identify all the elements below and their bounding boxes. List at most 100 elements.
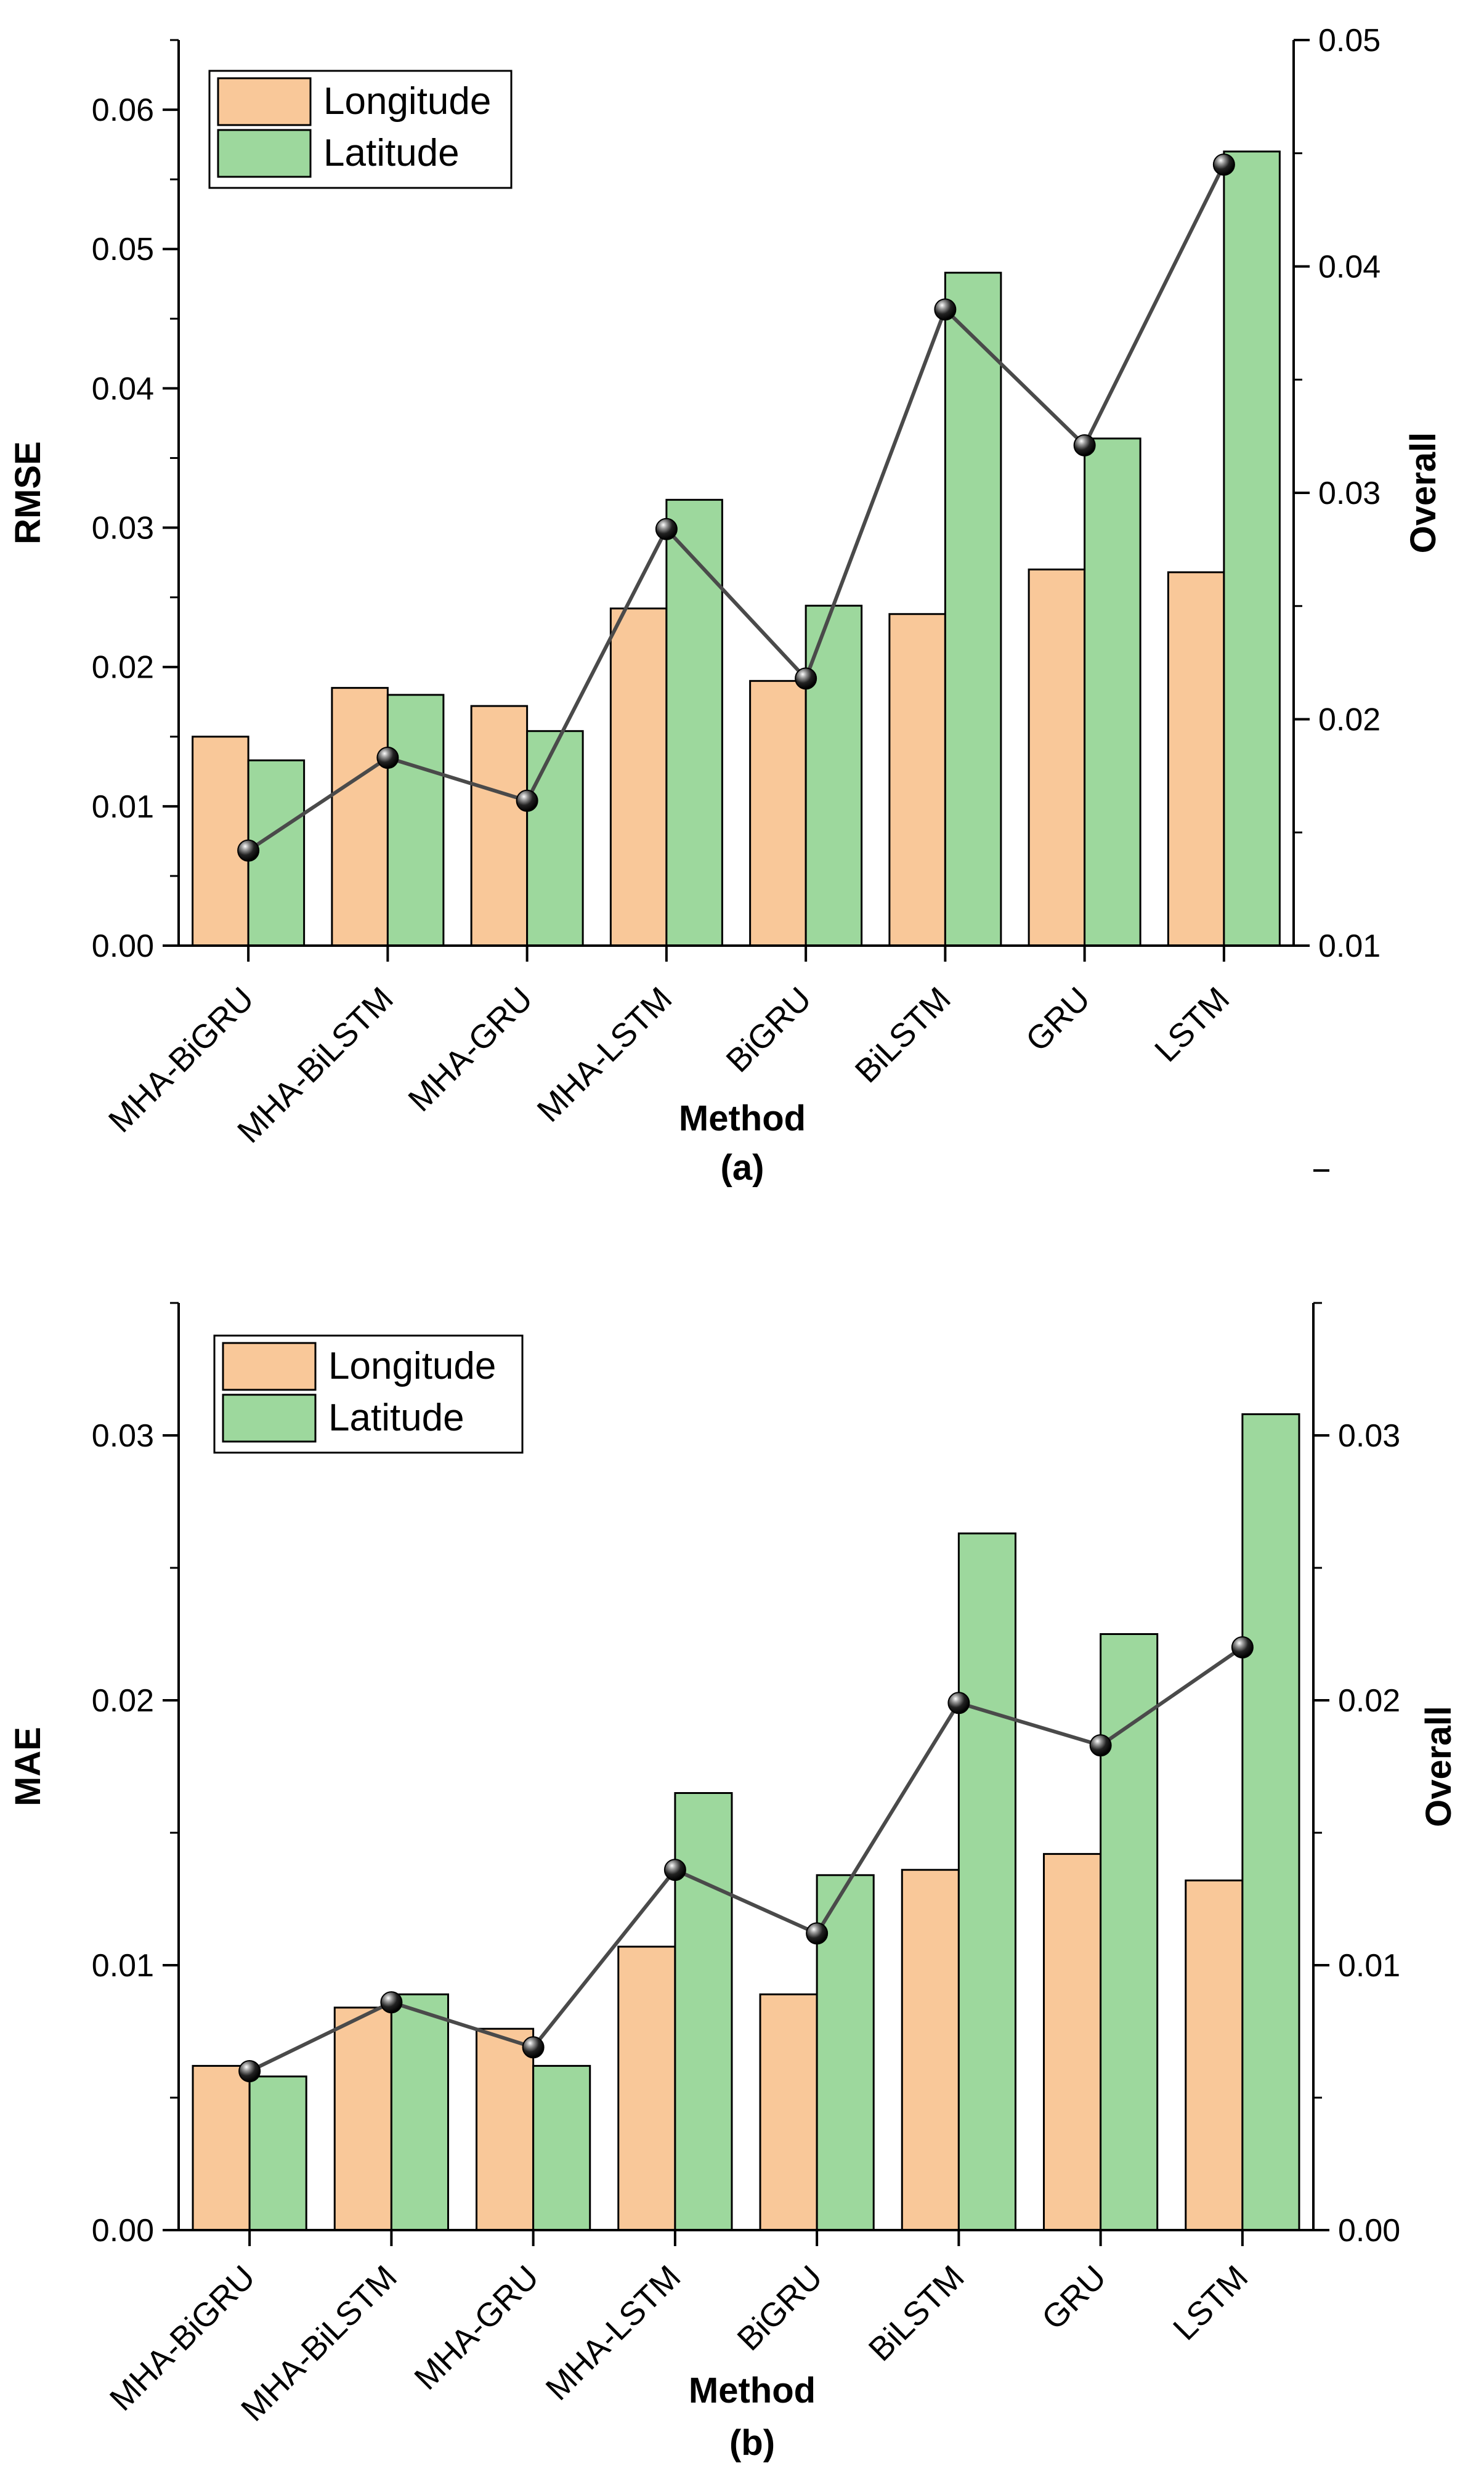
bar-longitude-mha-lstm (609, 607, 668, 947)
y-tick-label-right: 0.00 (1338, 2213, 1400, 2249)
y-tick-label-right: 0.01 (1318, 928, 1381, 964)
bar-latitude-bilstm (944, 272, 1002, 947)
y-tick-label-right: 0.02 (1338, 1683, 1400, 1719)
bar-longitude-lstm (1185, 1879, 1244, 2231)
y-tick-label-left: 0.00 (92, 928, 154, 964)
legend-swatch-latitude (222, 1394, 317, 1443)
x-tick-label-bigru: BiGRU (719, 980, 818, 1079)
bar-longitude-mha-gru (476, 2027, 535, 2231)
x-tick-label-mha-lstm: MHA-LSTM (539, 2258, 688, 2408)
bar-latitude-mha-gru (526, 730, 584, 947)
bar-latitude-mha-bilstm (386, 694, 445, 947)
bar-latitude-lstm (1223, 150, 1281, 947)
x-tick-label-lstm: LSTM (1148, 980, 1236, 1069)
legend-swatch-longitude (217, 77, 312, 126)
overall-point-lstm (1231, 1636, 1254, 1658)
y-axis-title: RMSE (8, 441, 48, 545)
bar-latitude-gru (1100, 1633, 1159, 2231)
x-tick-label-gru: GRU (1035, 2258, 1113, 2337)
overall-point-lstm (1212, 153, 1235, 176)
chart-panel-b: 0.00 0.01 0.02 0.03 0.00 0.01 0.02 0.03 MHA-BiGR… (8, 1169, 1459, 2463)
overall-point-mha-bilstm (376, 746, 399, 769)
x-axis-title: Method (679, 1098, 806, 1138)
y-tick-label-left: 0.01 (92, 789, 154, 825)
bar-longitude-mha-bigru (192, 2064, 251, 2231)
legend-swatch-latitude (217, 129, 312, 178)
overall-point-mha-lstm (663, 1859, 686, 1881)
overall-point-mha-lstm (655, 517, 678, 540)
bar-latitude-mha-lstm (665, 498, 723, 947)
overall-line (248, 1645, 1244, 2073)
y-tick-label-left: 0.01 (92, 1948, 154, 1984)
x-tick-label-lstm: LSTM (1166, 2258, 1255, 2347)
bar-longitude-bilstm (888, 613, 946, 947)
legend-label-longitude: Longitude (328, 1345, 496, 1387)
legend: Longitude Latitude (208, 70, 513, 189)
bar-longitude-mha-bigru (192, 736, 249, 947)
bar-longitude-gru (1028, 568, 1086, 947)
bar-latitude-lstm (1241, 1413, 1300, 2231)
bar-longitude-bilstm (901, 1868, 960, 2231)
legend: Longitude Latitude (213, 1334, 524, 1454)
y-tick-label-right: 0.01 (1338, 1948, 1400, 1984)
bar-latitude-bilstm (957, 1532, 1016, 2231)
y2-axis-title: Overall (1419, 1706, 1459, 1827)
overall-point-mha-bigru (238, 2060, 261, 2082)
y-tick-label-left: 0.02 (92, 650, 154, 686)
x-tick-label-bigru: BiGRU (730, 2258, 829, 2358)
overall-point-mha-gru (522, 2036, 545, 2059)
overall-point-bigru (795, 667, 817, 690)
y-tick-label-right: 0.03 (1338, 1418, 1400, 1454)
y-tick-label-left: 0.03 (92, 511, 154, 546)
overall-point-gru (1089, 1734, 1112, 1757)
legend-swatch-longitude (222, 1342, 317, 1391)
bar-longitude-mha-bilstm (333, 2006, 392, 2231)
y-tick-label-right: 0.02 (1318, 702, 1381, 738)
bar-latitude-mha-bilstm (390, 1993, 449, 2231)
overall-point-bilstm (947, 1692, 970, 1714)
bar-longitude-mha-lstm (617, 1945, 676, 2231)
overall-point-bilstm (934, 298, 957, 321)
x-axis-title: Method (689, 2371, 816, 2411)
panel-label: (b) (729, 2423, 775, 2463)
bar-longitude-bigru (759, 1993, 818, 2231)
y-axis-title: MAE (8, 1727, 48, 1806)
bar-latitude-gru (1084, 437, 1141, 947)
overall-point-mha-gru (516, 789, 538, 812)
legend-label-longitude: Longitude (323, 80, 491, 123)
x-tick-label-mha-bigru: MHA-BiGRU (103, 2258, 262, 2418)
x-tick-label-bilstm: BiLSTM (848, 980, 958, 1090)
x-tick-label-mha-bigru: MHA-BiGRU (102, 980, 261, 1140)
overall-point-mha-bilstm (380, 1991, 403, 2014)
panel-label: (a) (721, 1148, 764, 1188)
overall-point-bigru (806, 1922, 829, 1945)
bar-latitude-mha-bigru (248, 2075, 307, 2231)
x-tick-label-gru: GRU (1019, 980, 1097, 1058)
bar-longitude-bigru (749, 680, 807, 947)
bar-longitude-gru (1043, 1852, 1102, 2231)
bar-longitude-lstm (1167, 571, 1225, 947)
overall-point-mha-bigru (237, 839, 260, 862)
y-tick-label-left: 0.04 (92, 371, 154, 407)
x-tick-label-mha-gru: MHA-GRU (407, 2258, 546, 2397)
y-tick-label-left: 0.06 (92, 92, 154, 128)
y-tick-label-right: 0.03 (1318, 476, 1381, 511)
bar-longitude-mha-bilstm (331, 687, 389, 947)
x-tick-label-mha-gru: MHA-GRU (401, 980, 540, 1119)
x-tick-label-mha-lstm: MHA-LSTM (530, 980, 679, 1129)
y-tick-label-right: 0.04 (1318, 250, 1381, 285)
overall-line (247, 163, 1226, 853)
y-tick-label-left: 0.00 (92, 2213, 154, 2249)
y-tick-label-right: 0.05 (1318, 23, 1381, 59)
y2-axis-title: Overall (1403, 432, 1443, 554)
y-tick-label-left: 0.05 (92, 232, 154, 267)
bar-latitude-bigru (805, 604, 863, 947)
y-tick-label-left: 0.02 (92, 1683, 154, 1719)
bar-longitude-mha-gru (470, 705, 529, 947)
legend-label-latitude: Latitude (323, 132, 460, 174)
bar-latitude-mha-gru (532, 2064, 591, 2231)
overall-point-gru (1073, 434, 1096, 456)
y-tick-label-left: 0.03 (92, 1418, 154, 1454)
